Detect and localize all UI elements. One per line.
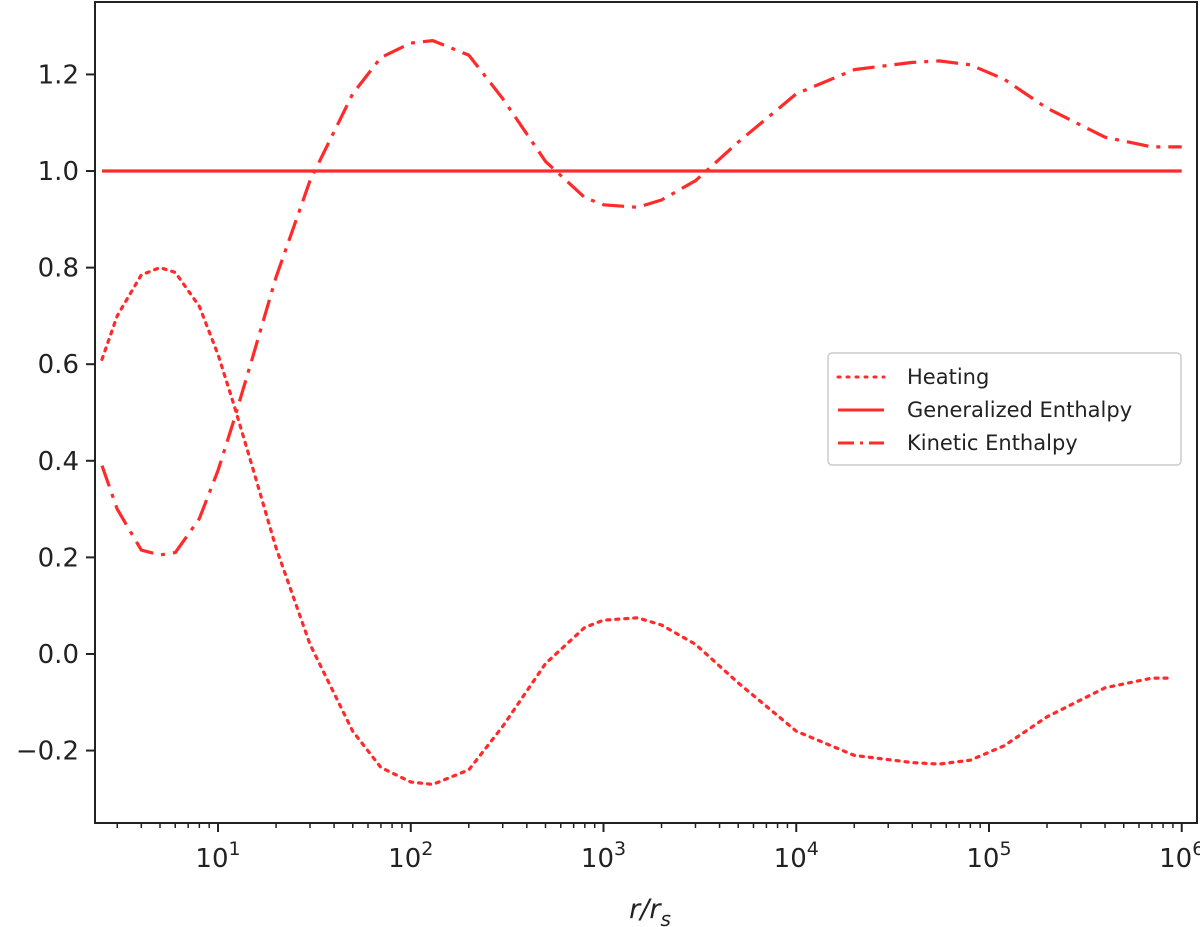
legend-box xyxy=(827,352,1182,466)
series-layer xyxy=(100,38,1182,787)
y-tick-label: 0.6 xyxy=(38,350,79,380)
plot-area xyxy=(94,1,1198,824)
x-tick-label-base: 10 xyxy=(966,844,999,874)
x-tick-label-exponent: 1 xyxy=(229,838,241,860)
legend-label: Generalized Enthalpy xyxy=(907,398,1132,422)
x-tick-label-base: 10 xyxy=(388,844,421,874)
x-tick-label: 102 xyxy=(388,838,433,874)
x-axis: 101 102 103 104 105 106 xyxy=(116,823,1200,874)
x-tick-label-base: 10 xyxy=(774,844,807,874)
legend-label: Heating xyxy=(907,365,989,389)
x-tick-label: 101 xyxy=(195,838,240,874)
x-tick-label-exponent: 2 xyxy=(421,838,433,860)
y-tick-label: 0.4 xyxy=(38,447,79,477)
x-tick-label: 103 xyxy=(581,838,626,874)
plot-frame xyxy=(94,1,1198,824)
x-tick-label-exponent: 5 xyxy=(999,838,1011,860)
y-tick-label: 1.0 xyxy=(38,157,79,187)
y-axis: −0.2 0.0 0.2 0.4 0.6 0.8 1.0 1.2 xyxy=(16,60,95,767)
x-tick-label-base: 10 xyxy=(1159,844,1192,874)
series-line-3 xyxy=(100,38,1182,557)
x-axis-title-subscript: s xyxy=(660,907,670,927)
x-tick-label-base: 10 xyxy=(195,844,228,874)
x-tick-label-exponent: 4 xyxy=(807,838,819,860)
series-line-1 xyxy=(100,266,1175,787)
x-tick-label-exponent: 6 xyxy=(1192,838,1200,860)
y-tick-label: −0.2 xyxy=(16,737,79,767)
legend: Heating Generalized Enthalpy Kinetic Entha… xyxy=(827,352,1182,466)
y-tick-label: 0.8 xyxy=(38,254,79,284)
x-tick-label: 104 xyxy=(774,838,819,874)
y-tick-label: 0.2 xyxy=(38,543,79,573)
x-tick-label: 105 xyxy=(966,838,1011,874)
y-tick-label: 1.2 xyxy=(38,60,79,90)
legend-label: Kinetic Enthalpy xyxy=(907,431,1078,455)
x-tick-label-exponent: 3 xyxy=(614,838,626,860)
x-tick-label-base: 10 xyxy=(581,844,614,874)
y-tick-label: 0.0 xyxy=(38,640,79,670)
x-tick-label: 106 xyxy=(1159,838,1200,874)
x-axis-title: r/rs xyxy=(629,894,671,927)
legend-entries: Heating Generalized Enthalpy Kinetic Entha… xyxy=(836,365,1132,455)
x-axis-title-main: r/r xyxy=(629,894,662,925)
